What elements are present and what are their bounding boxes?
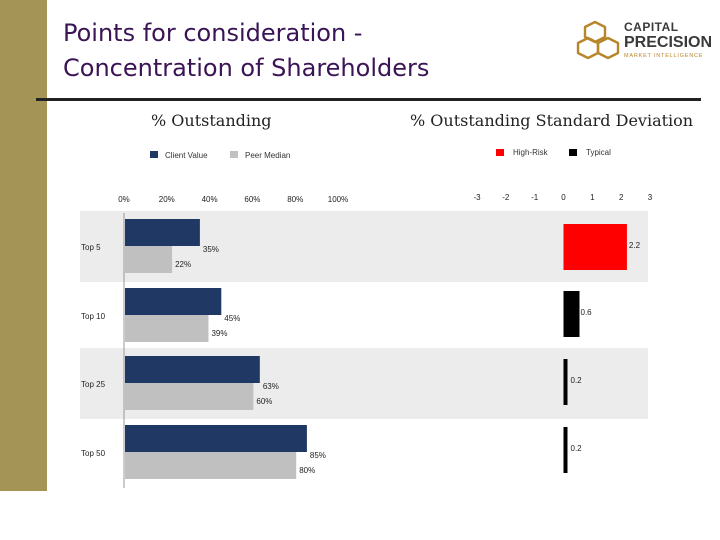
data-label-peer: 22%: [175, 260, 191, 269]
x-tick-label: 40%: [202, 195, 218, 204]
sidebar-accent: [0, 0, 47, 491]
data-label-peer: 39%: [211, 329, 227, 338]
data-label-client: 85%: [310, 451, 326, 460]
legend-label-client: Client Value: [165, 151, 208, 160]
bar-client-value: [125, 288, 222, 315]
legend-swatch-typical: [569, 149, 577, 156]
x-tick-label: 0: [561, 193, 566, 202]
x-tick-label: 1: [590, 193, 595, 202]
data-label-sd: 0.2: [571, 444, 583, 453]
data-label-sd: 0.2: [571, 376, 583, 385]
x-tick-label: -2: [502, 193, 510, 202]
data-label-client: 63%: [263, 382, 279, 391]
logo-line-3: MARKET INTELLIGENCE: [624, 53, 704, 59]
data-label-client: 45%: [224, 314, 240, 323]
bar-sd-typical: [563, 291, 580, 337]
data-label-sd: 0.6: [581, 308, 593, 317]
bar-sd-typical: [563, 427, 568, 473]
legend-label-typical: Typical: [586, 148, 611, 157]
logo-cubes-icon: [576, 20, 620, 60]
x-tick-label: -3: [473, 193, 481, 202]
category-label: Top 25: [81, 380, 106, 389]
bar-client-value: [125, 219, 200, 246]
data-label-client: 35%: [203, 245, 219, 254]
title-line-1: Points for consideration -: [63, 19, 363, 47]
legend-label-high-risk: High-Risk: [513, 148, 549, 157]
bar-client-value: [125, 425, 307, 452]
bar-client-value: [125, 356, 260, 383]
bar-peer-median: [125, 315, 209, 342]
legend-label-peer: Peer Median: [245, 151, 290, 160]
logo-line-1: CAPITAL: [624, 20, 679, 34]
bar-sd-high-risk: [563, 224, 627, 270]
legend-swatch-high-risk: [496, 149, 504, 156]
data-label-sd: 2.2: [629, 241, 641, 250]
legend-swatch-peer: [230, 151, 238, 158]
x-tick-label: 3: [648, 193, 653, 202]
bar-peer-median: [125, 383, 254, 410]
x-tick-label: 2: [619, 193, 624, 202]
category-label: Top 50: [81, 449, 106, 458]
bar-peer-median: [125, 452, 297, 479]
bar-peer-median: [125, 246, 173, 273]
x-tick-label: 20%: [159, 195, 175, 204]
page-title: Points for consideration - Concentration…: [63, 16, 429, 86]
title-line-2: Concentration of Shareholders: [63, 54, 430, 82]
x-tick-label: -1: [531, 193, 539, 202]
legend-swatch-client: [150, 151, 158, 158]
data-label-peer: 60%: [256, 397, 272, 406]
category-label: Top 10: [81, 312, 106, 321]
logo-line-2: PRECISION: [624, 34, 713, 51]
bar-sd-typical: [563, 359, 568, 405]
category-label: Top 5: [81, 243, 101, 252]
right-chart-title: % Outstanding Standard Deviation: [410, 111, 694, 130]
x-tick-label: 0%: [118, 195, 130, 204]
left-chart-title: % Outstanding: [151, 111, 272, 130]
x-tick-label: 60%: [244, 195, 260, 204]
x-tick-label: 80%: [287, 195, 303, 204]
title-divider: [36, 98, 701, 101]
x-tick-label: 100%: [328, 195, 348, 204]
data-label-peer: 80%: [299, 466, 315, 475]
company-logo: CAPITAL PRECISION MARKET INTELLIGENCE: [576, 18, 716, 68]
